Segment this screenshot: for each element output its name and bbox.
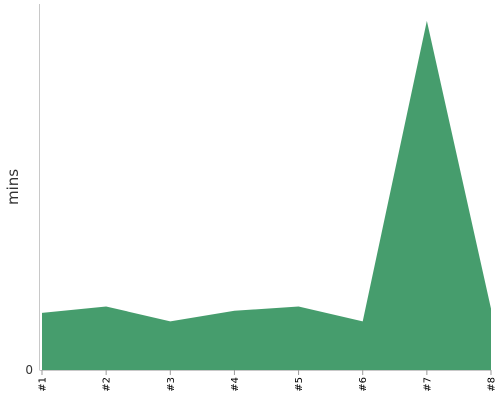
area-series [42, 20, 491, 370]
y-tick-label: 0 [25, 363, 33, 377]
x-tick-label: #4 [230, 377, 241, 392]
x-tick-label: #2 [102, 377, 113, 392]
x-tick-label: #6 [358, 377, 369, 392]
x-tick-label: #8 [487, 377, 498, 392]
x-tick-label: #3 [166, 377, 177, 392]
y-axis-label: mins [4, 169, 22, 205]
x-tick-label: #5 [294, 377, 305, 392]
plot-area: 0 #1 #2 #3 #4 #5 #6 #7 #8 [25, 4, 498, 392]
x-tick-label: #7 [422, 377, 433, 392]
x-tick-label: #1 [38, 377, 49, 392]
